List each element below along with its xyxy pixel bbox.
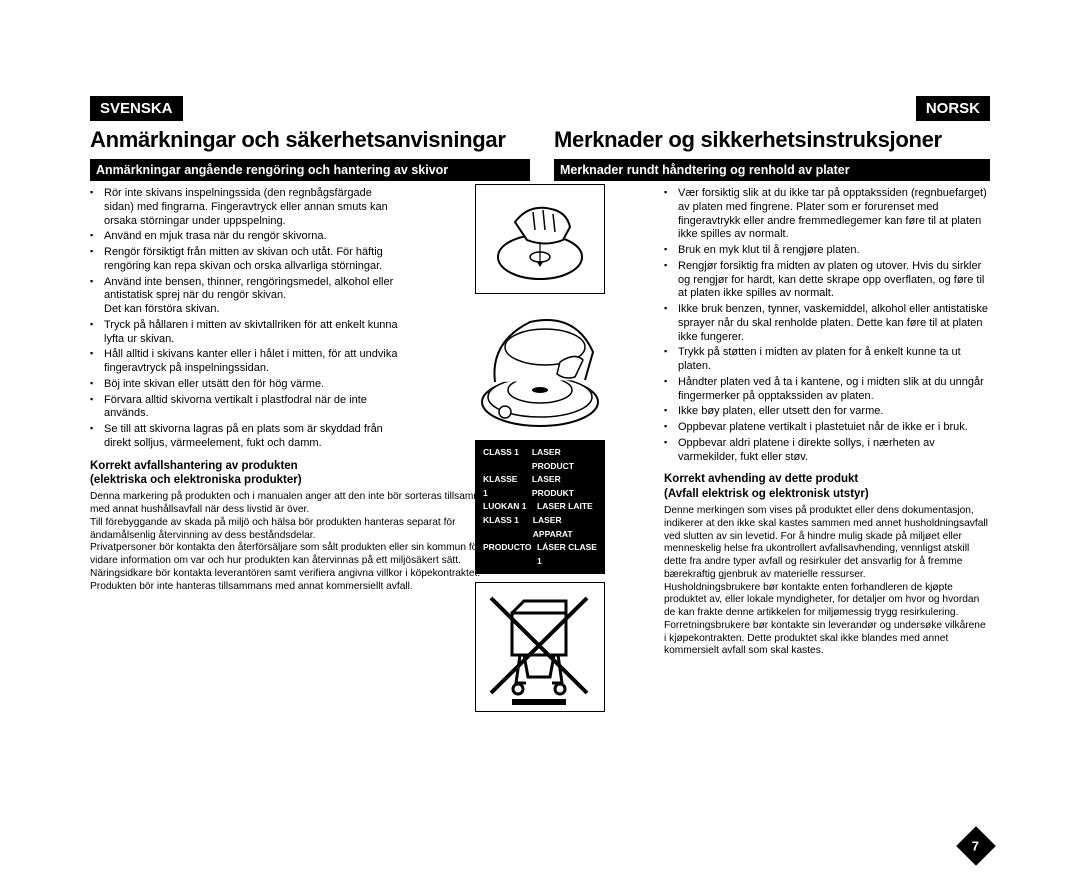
disposal-text-left: Denna markering på produkten och i manua… bbox=[90, 491, 510, 593]
main-title-right: Merknader og sikkerhetsinstruksjoner bbox=[554, 127, 990, 153]
main-title-left: Anmärkningar och säkerhetsanvisningar bbox=[90, 127, 530, 153]
bullet-item: Rengjør forsiktig fra midten av platen o… bbox=[664, 260, 990, 301]
laser-row: PRODUCTOLÁSER CLASE 1 bbox=[483, 541, 597, 568]
center-image-strip: CLASS 1LASER PRODUCTKLASSE 1LASER PRODUK… bbox=[475, 184, 605, 712]
bullet-item: Bruk en myk klut til å rengjøre platen. bbox=[664, 244, 990, 258]
dvd-player-illustration bbox=[475, 302, 605, 432]
bullet-list-left: Rör inte skivans inspelningssida (den re… bbox=[90, 187, 400, 451]
bullet-item: Se till att skivorna lagras på en plats … bbox=[90, 423, 400, 451]
bullet-item: Använd inte bensen, thinner, rengöringsm… bbox=[90, 276, 400, 317]
page-content: SVENSKA Anmärkningar och säkerhetsanvisn… bbox=[90, 96, 990, 658]
disposal-heading-left: Korrekt avfallshantering av produkten (e… bbox=[90, 459, 400, 488]
disc-cleaning-illustration bbox=[475, 184, 605, 294]
language-badge-svenska: SVENSKA bbox=[90, 96, 183, 121]
bullets-wrap-right: Vær forsiktig slik at du ikke tar på opp… bbox=[664, 187, 990, 658]
bullet-item: Rör inte skivans inspelningssida (den re… bbox=[90, 187, 400, 228]
bullet-item: Trykk på støtten i midten av platen for … bbox=[664, 346, 990, 374]
bullet-item: Oppbevar aldri platene i direkte sollys,… bbox=[664, 437, 990, 465]
disposal-heading-right: Korrekt avhending av dette produkt (Avfa… bbox=[664, 472, 990, 501]
bullets-wrap-left: Rör inte skivans inspelningssida (den re… bbox=[90, 187, 400, 487]
laser-row: CLASS 1LASER PRODUCT bbox=[483, 446, 597, 473]
disposal-text-right: Denne merkingen som vises på produktet e… bbox=[664, 505, 990, 658]
bullet-item: Ikke bruk benzen, tynner, vaskemiddel, a… bbox=[664, 303, 990, 344]
weee-symbol bbox=[475, 582, 605, 712]
bullet-item: Ikke bøy platen, eller utsett den for va… bbox=[664, 405, 990, 419]
laser-class-label: CLASS 1LASER PRODUCTKLASSE 1LASER PRODUK… bbox=[475, 440, 605, 574]
bullet-item: Använd en mjuk trasa när du rengör skivo… bbox=[90, 230, 400, 244]
subtitle-bar-right: Merknader rundt håndtering og renhold av… bbox=[554, 159, 990, 181]
laser-row: KLASS 1LASER APPARAT bbox=[483, 514, 597, 541]
bullet-item: Rengör försiktigt från mitten av skivan … bbox=[90, 246, 400, 274]
laser-row: KLASSE 1LASER PRODUKT bbox=[483, 473, 597, 500]
subtitle-bar-left: Anmärkningar angående rengöring och hant… bbox=[90, 159, 530, 181]
bullet-item: Förvara alltid skivorna vertikalt i plas… bbox=[90, 394, 400, 422]
bullet-item: Håll alltid i skivans kanter eller i hål… bbox=[90, 348, 400, 376]
bullet-item: Böj inte skivan eller utsätt den för hög… bbox=[90, 378, 400, 392]
laser-row: LUOKAN 1LASER LAITE bbox=[483, 500, 597, 514]
left-column: SVENSKA Anmärkningar och säkerhetsanvisn… bbox=[90, 96, 540, 658]
bullet-item: Håndter platen ved å ta i kantene, og i … bbox=[664, 376, 990, 404]
bullet-item: Oppbevar platene vertikalt i plastetuiet… bbox=[664, 421, 990, 435]
bullet-item: Tryck på hållaren i mitten av skivtallri… bbox=[90, 319, 400, 347]
bullet-item: Vær forsiktig slik at du ikke tar på opp… bbox=[664, 187, 990, 242]
bullet-list-right: Vær forsiktig slik at du ikke tar på opp… bbox=[664, 187, 990, 464]
right-column: NORSK Merknader og sikkerhetsinstruksjon… bbox=[540, 96, 990, 658]
language-badge-norsk: NORSK bbox=[916, 96, 990, 121]
page-number: 7 bbox=[956, 826, 996, 866]
